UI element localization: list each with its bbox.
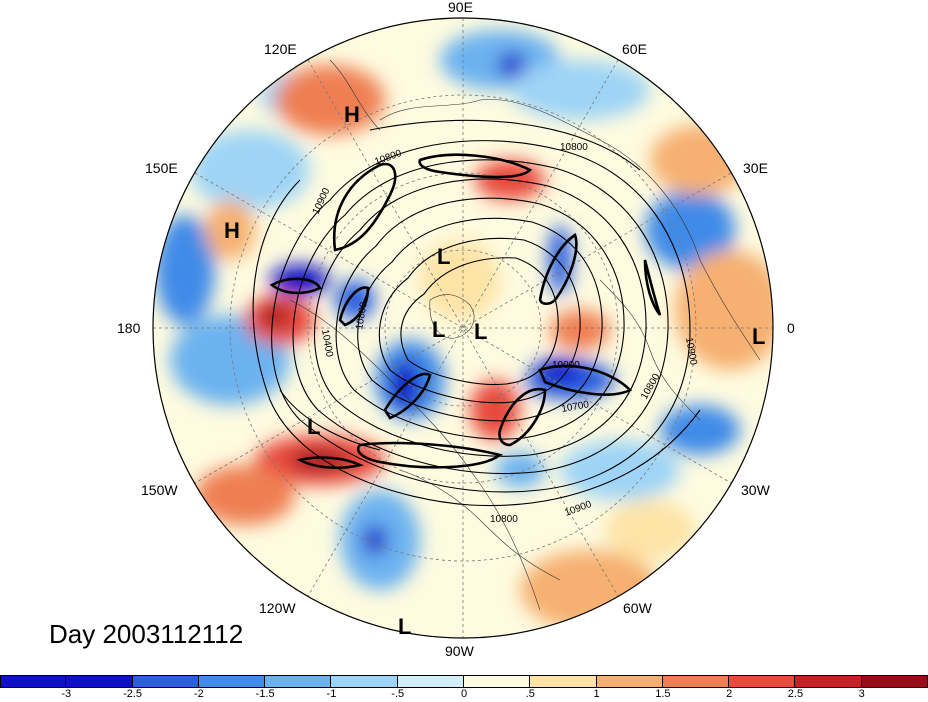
colorbar-segment	[331, 675, 398, 688]
contour-label: 10000	[552, 360, 580, 371]
lon-label-30w: 30W	[741, 482, 770, 498]
colorbar-segment	[265, 675, 332, 688]
contour-label: 10400	[319, 329, 335, 359]
colorbar-tick-label: -2	[193, 688, 204, 700]
high-pressure-marker: H	[224, 218, 240, 243]
lon-label-120e: 120E	[264, 41, 297, 57]
contour-label: 10800	[560, 142, 588, 153]
jet-contours	[269, 153, 662, 470]
colorbar-segment	[795, 675, 862, 688]
lon-label-60e: 60E	[622, 41, 647, 57]
day-label: Day 2003112112	[49, 619, 244, 649]
lon-label-180: 180	[117, 320, 141, 336]
colorbar-tick-label: 2.5	[787, 688, 804, 700]
contour-label: 10900	[683, 337, 699, 367]
colorbar-segment	[198, 675, 266, 688]
colorbar-segment	[662, 675, 730, 688]
low-pressure-marker: L	[307, 414, 321, 439]
contour-label: 10800	[490, 514, 518, 525]
polar-map: 10800 10900 10400 10800 10000 10700 1080…	[152, 17, 774, 639]
colorbar-segment	[464, 675, 531, 688]
colorbar-tick-label: -.5	[391, 688, 405, 700]
lon-label-30e: 30E	[743, 160, 768, 176]
colorbar-segment	[596, 675, 663, 688]
contour-label: 10800	[354, 301, 370, 331]
low-pressure-marker: L	[752, 324, 766, 349]
colorbar-segment	[132, 675, 199, 688]
colorbar-frame	[0, 675, 928, 688]
colorbar-tick-label: 0	[460, 688, 468, 700]
colorbar-tick-label: 2	[726, 688, 733, 700]
colorbar-segment	[530, 675, 597, 688]
lon-label-90w: 90W	[445, 643, 474, 659]
lon-label-150w: 150W	[141, 482, 178, 498]
low-pressure-marker: L	[474, 319, 488, 344]
lon-label-60w: 60W	[623, 600, 652, 616]
low-pressure-marker: L	[398, 614, 412, 639]
colorbar-tick-label: 3	[858, 688, 865, 700]
colorbar-tick-label: -2.5	[123, 688, 143, 700]
colorbar-tick-label: -3	[61, 688, 72, 700]
contour-label: 10700	[561, 399, 591, 415]
colorbar-segment	[397, 675, 464, 688]
colorbar-tick-label: 1	[593, 688, 600, 700]
colorbar-segment	[729, 675, 796, 688]
low-pressure-marker: L	[432, 317, 446, 342]
graticule	[153, 18, 773, 638]
colorbar-tick-label: 1.5	[655, 688, 671, 700]
colorbar: -3 -2.5 -2 -1.5 -1 -.5 0 .5 1 1.5 2 2.5 3	[0, 675, 928, 702]
lon-label-90e: 90E	[448, 0, 473, 15]
low-pressure-marker: L	[437, 244, 451, 269]
map-boundary	[152, 17, 774, 639]
lon-label-150e: 150E	[145, 160, 178, 176]
colorbar-segment	[0, 675, 67, 688]
colorbar-tick-label: -1.5	[255, 688, 275, 700]
lon-label-0: 0	[787, 320, 795, 336]
colorbar-tick-label: .5	[525, 688, 535, 700]
colorbar-tick-label: -1	[326, 688, 337, 700]
high-pressure-marker: H	[344, 102, 360, 127]
colorbar-segment	[66, 675, 133, 688]
lon-label-120w: 120W	[259, 600, 296, 616]
height-contours	[252, 119, 701, 507]
